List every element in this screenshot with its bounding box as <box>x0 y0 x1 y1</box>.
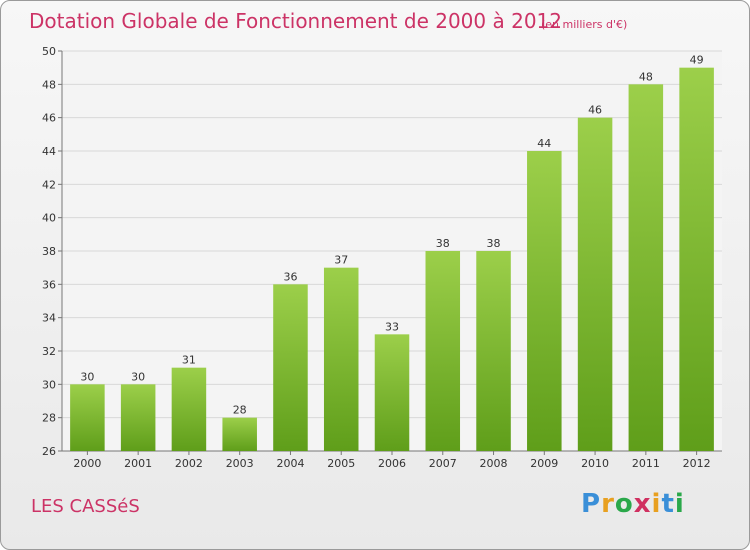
data-label: 49 <box>690 54 704 67</box>
data-label: 44 <box>537 137 551 150</box>
data-label: 36 <box>283 270 297 283</box>
data-label: 46 <box>588 104 602 117</box>
chart-subtitle: (en milliers d'€) <box>541 18 628 31</box>
data-label: 48 <box>639 70 653 83</box>
brand-letter: o <box>614 489 634 519</box>
brand-logo: Proxiti <box>581 489 685 519</box>
brand-letter: i <box>651 489 662 519</box>
brand-letter: x <box>633 489 652 519</box>
bars <box>70 67 714 452</box>
data-label: 28 <box>233 404 247 417</box>
bar-2002 <box>171 367 207 451</box>
x-tick-label: 2006 <box>378 457 406 470</box>
x-tick-label: 2000 <box>73 457 101 470</box>
y-tick-label: 28 <box>42 412 56 425</box>
x-tick-label: 2012 <box>683 457 711 470</box>
y-tick-label: 50 <box>42 45 56 58</box>
bar-2006 <box>374 334 410 451</box>
bar-2008 <box>476 251 511 451</box>
x-tick-label: 2009 <box>530 457 558 470</box>
brand-letter: t <box>661 489 675 519</box>
y-tick-label: 40 <box>42 212 56 225</box>
commune-name: LES CASSéS <box>31 496 140 517</box>
x-tick-label: 2011 <box>632 457 660 470</box>
y-tick-label: 26 <box>42 445 56 458</box>
bar-2003 <box>222 417 257 451</box>
y-tick-label: 36 <box>42 278 56 291</box>
x-tick-label: 2001 <box>124 457 152 470</box>
y-tick-label: 32 <box>42 345 56 358</box>
data-label: 38 <box>436 237 450 250</box>
data-label: 38 <box>487 237 501 250</box>
bar-2007 <box>425 251 461 451</box>
bar-2005 <box>323 267 359 451</box>
data-label: 33 <box>385 320 399 333</box>
bar-2004 <box>273 284 308 451</box>
chart-title: Dotation Globale de Fonctionnement de 20… <box>29 9 562 33</box>
bar-2009 <box>527 151 562 451</box>
x-tick-label: 2005 <box>327 457 355 470</box>
x-tick-label: 2004 <box>276 457 304 470</box>
y-tick-label: 34 <box>42 312 56 325</box>
bar-2010 <box>577 117 613 452</box>
y-tick-label: 44 <box>42 145 56 158</box>
bar-2012 <box>679 67 714 452</box>
data-label: 30 <box>131 370 145 383</box>
data-label: 31 <box>182 354 196 367</box>
y-tick-label: 38 <box>42 245 56 258</box>
y-tick-label: 48 <box>42 78 56 91</box>
x-tick-label: 2010 <box>581 457 609 470</box>
y-tick-label: 46 <box>42 112 56 125</box>
brand-letter: i <box>674 489 685 519</box>
bar-2011 <box>628 84 664 451</box>
brand-letter: r <box>601 489 615 519</box>
x-tick-label: 2008 <box>480 457 508 470</box>
x-tick-label: 2002 <box>175 457 203 470</box>
bar-2000 <box>70 384 105 451</box>
data-label: 37 <box>334 254 348 267</box>
brand-letter: P <box>581 489 602 519</box>
y-tick-label: 30 <box>42 378 56 391</box>
bar-2001 <box>120 384 156 451</box>
x-tick-label: 2003 <box>226 457 254 470</box>
y-tick-label: 42 <box>42 178 56 191</box>
labels: 26 28 30 32 34 36 38 40 42 44 46 48 50 30 2000 30 2001 31… <box>42 45 711 470</box>
data-label: 30 <box>80 370 94 383</box>
x-tick-label: 2007 <box>429 457 457 470</box>
